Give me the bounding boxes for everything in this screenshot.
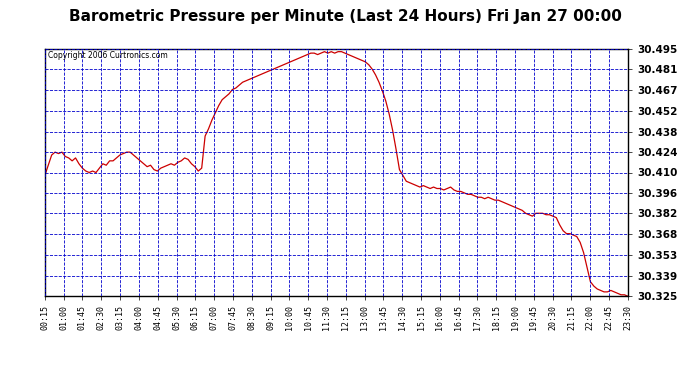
Text: Copyright 2006 Curtronics.com: Copyright 2006 Curtronics.com: [48, 51, 168, 60]
Text: Barometric Pressure per Minute (Last 24 Hours) Fri Jan 27 00:00: Barometric Pressure per Minute (Last 24 …: [68, 9, 622, 24]
